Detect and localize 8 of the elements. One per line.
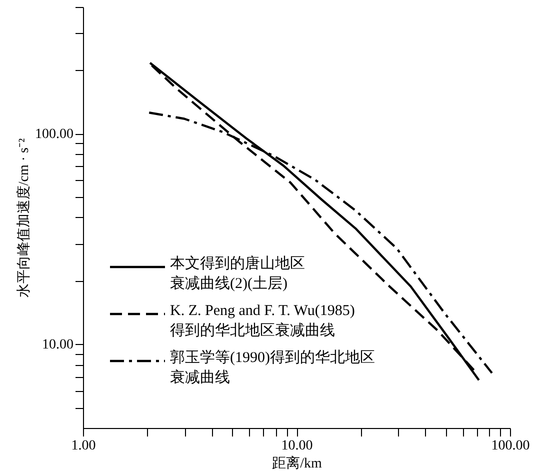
x-axis-title: 距离/km	[272, 456, 322, 471]
legend-label: 本文得到的唐山地区衰减曲线(2)(土层)	[170, 255, 305, 292]
x-tick-label: 10.00	[281, 438, 313, 454]
legend-label: K. Z. Peng and F. T. Wu(1985) 得到的华北地区衰减曲线	[170, 303, 355, 339]
legend-label: 郭玉学等(1990)得到的华北地区衰减曲线	[170, 349, 375, 386]
y-axis-title: 水平向峰值加速度/cm · s⁻²	[16, 138, 32, 298]
x-tick-label: 100.00	[491, 438, 530, 454]
x-tick-label: 1.00	[71, 438, 96, 454]
